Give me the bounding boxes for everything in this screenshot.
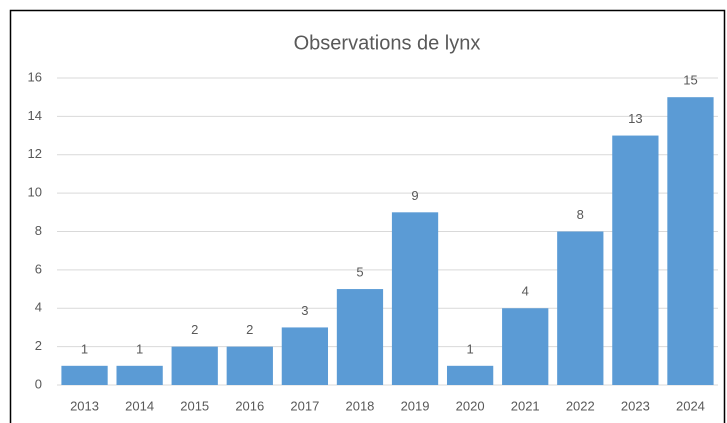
data-label: 15 — [683, 73, 697, 88]
bar — [612, 135, 659, 385]
bar — [557, 231, 604, 385]
data-label: 2 — [191, 322, 198, 337]
bar — [171, 346, 218, 385]
x-tick-label: 2016 — [235, 398, 264, 413]
y-tick-label: 4 — [35, 300, 42, 315]
x-tick-label: 2014 — [125, 398, 154, 413]
bar — [667, 97, 714, 385]
x-tick-label: 2020 — [456, 398, 485, 413]
x-tick-label: 2017 — [290, 398, 319, 413]
y-tick-label: 12 — [28, 146, 42, 161]
x-tick-label: 2021 — [511, 398, 540, 413]
y-tick-label: 10 — [28, 185, 42, 200]
data-label: 3 — [301, 303, 308, 318]
x-tick-label: 2013 — [70, 398, 99, 413]
data-label: 1 — [136, 341, 143, 356]
x-tick-label: 2024 — [676, 398, 705, 413]
x-tick-label: 2022 — [566, 398, 595, 413]
bar — [281, 327, 329, 385]
bar — [116, 365, 163, 385]
chart-title: Observations de lynx — [294, 32, 481, 54]
data-label: 4 — [522, 284, 529, 299]
data-label: 1 — [467, 341, 474, 356]
y-tick-label: 0 — [35, 376, 42, 391]
y-tick-label: 14 — [28, 108, 42, 123]
y-tick-label: 6 — [35, 261, 42, 276]
data-label: 8 — [577, 207, 584, 222]
y-tick-label: 16 — [28, 69, 42, 84]
bar — [226, 346, 273, 385]
bar — [61, 365, 108, 385]
x-tick-label: 2023 — [621, 398, 650, 413]
data-label: 9 — [411, 188, 418, 203]
bar — [391, 212, 439, 385]
data-label: 2 — [246, 322, 253, 337]
x-tick-label: 2015 — [180, 398, 209, 413]
y-tick-label: 8 — [35, 223, 42, 238]
bar — [502, 308, 549, 385]
x-tick-label: 2018 — [345, 398, 374, 413]
bar — [336, 289, 384, 385]
bar — [446, 365, 494, 385]
x-tick-label: 2019 — [401, 398, 430, 413]
data-label: 1 — [81, 341, 88, 356]
data-label: 5 — [356, 265, 363, 280]
data-label: 13 — [628, 111, 642, 126]
chart-border — [9, 9, 726, 423]
y-tick-label: 2 — [35, 338, 42, 353]
